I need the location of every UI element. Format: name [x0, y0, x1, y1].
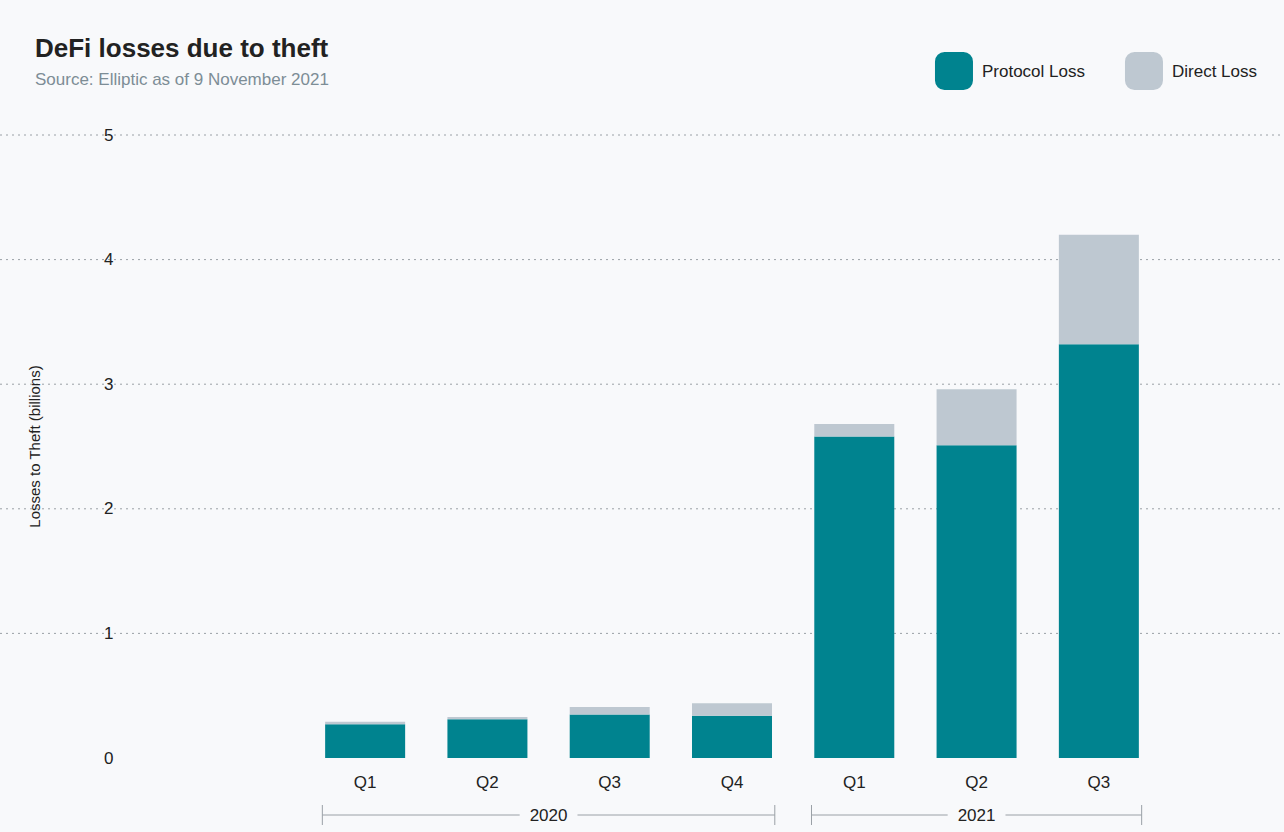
svg-text:Q1: Q1	[354, 773, 377, 792]
svg-text:1: 1	[104, 624, 113, 643]
svg-text:Q1: Q1	[843, 773, 866, 792]
svg-text:Losses to Theft (billions): Losses to Theft (billions)	[26, 365, 43, 527]
svg-text:Protocol Loss: Protocol Loss	[982, 62, 1085, 81]
svg-text:Q2: Q2	[965, 773, 988, 792]
svg-text:Source: Elliptic as of 9 Novem: Source: Elliptic as of 9 November 2021	[35, 70, 329, 89]
svg-text:0: 0	[104, 749, 113, 768]
svg-text:Q4: Q4	[721, 773, 744, 792]
svg-text:Q3: Q3	[598, 773, 621, 792]
svg-text:Direct Loss: Direct Loss	[1172, 62, 1257, 81]
svg-text:5: 5	[104, 126, 113, 145]
svg-text:2: 2	[104, 499, 113, 518]
svg-text:4: 4	[104, 250, 113, 269]
svg-text:2020: 2020	[530, 806, 568, 825]
svg-text:2021: 2021	[958, 806, 996, 825]
svg-text:3: 3	[104, 375, 113, 394]
svg-text:DeFi losses due to theft: DeFi losses due to theft	[35, 33, 329, 63]
svg-text:Q3: Q3	[1088, 773, 1111, 792]
svg-text:Q2: Q2	[476, 773, 499, 792]
